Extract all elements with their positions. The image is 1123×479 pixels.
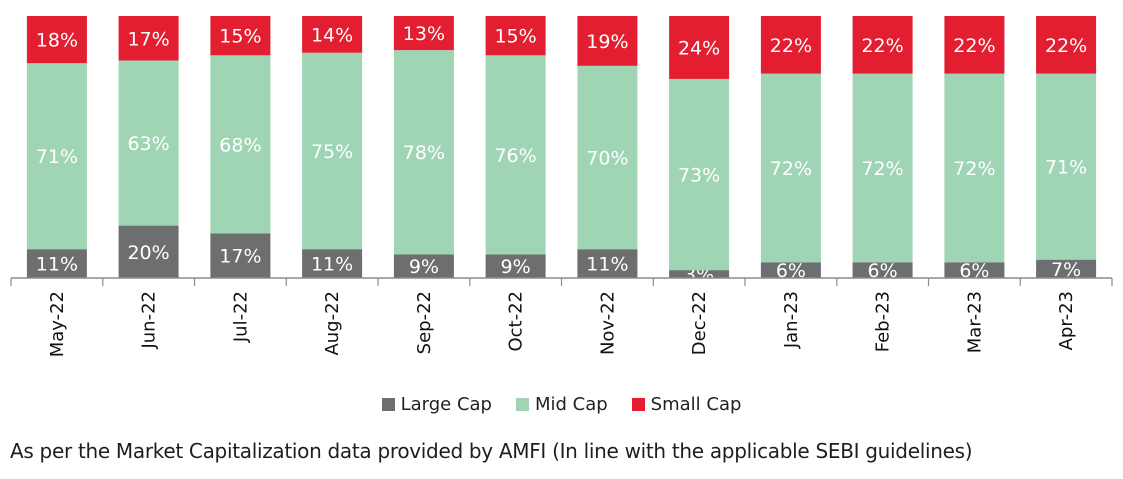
bar-segment-mid-cap <box>485 55 546 255</box>
bar-segment-mid-cap <box>118 60 179 226</box>
bar-segment-mid-cap <box>26 63 87 250</box>
data-label-small-cap: 18% <box>36 30 78 52</box>
legend-swatch-small-cap <box>631 398 645 411</box>
legend-label-mid-cap: Mid Cap <box>534 394 608 415</box>
bar-segment-mid-cap <box>669 78 730 271</box>
legend-item-large-cap: Large Cap <box>381 394 492 415</box>
data-label-small-cap: 22% <box>770 35 812 57</box>
data-label-small-cap: 13% <box>403 23 445 45</box>
x-tick-label: Sep-22 <box>414 291 435 354</box>
x-tick-label: May-22 <box>47 291 68 357</box>
bar-segment-large-cap <box>944 262 1005 278</box>
bar-segment-large-cap <box>852 262 913 278</box>
bar-segment-large-cap <box>302 249 363 278</box>
bar-segment-small-cap <box>669 16 730 79</box>
x-tick-label: Jun-22 <box>139 291 160 350</box>
data-label-mid-cap: 72% <box>861 158 903 180</box>
data-label-mid-cap: 73% <box>678 165 720 187</box>
x-tick-label: Jul-22 <box>230 291 251 343</box>
x-tick-label: Mar-23 <box>964 291 985 353</box>
data-label-mid-cap: 78% <box>403 142 445 164</box>
data-label-small-cap: 22% <box>861 35 903 57</box>
data-label-small-cap: 24% <box>678 37 720 59</box>
x-tick-label: Apr-23 <box>1056 291 1077 350</box>
bar-segment-mid-cap <box>393 50 454 255</box>
data-label-large-cap: 6% <box>868 260 898 282</box>
x-tick-label: Oct-22 <box>506 291 527 352</box>
legend-item-mid-cap: Mid Cap <box>515 394 608 415</box>
bar-segment-small-cap <box>485 16 546 56</box>
bar-segment-large-cap <box>26 249 87 278</box>
x-axis <box>10 277 1113 286</box>
data-label-small-cap: 14% <box>311 24 353 46</box>
legend-swatch-large-cap <box>381 398 395 411</box>
legend-swatch-mid-cap <box>515 398 529 411</box>
bar-segment-large-cap <box>393 254 454 278</box>
data-label-large-cap: 11% <box>36 254 78 276</box>
data-label-large-cap: 11% <box>586 254 628 276</box>
data-label-small-cap: 15% <box>494 26 536 48</box>
legend-item-small-cap: Small Cap <box>631 394 742 415</box>
x-tick-labels: May-22 Jun-22 Jul-22 Aug-22 Sep-22 Oct-22 Nov-… <box>47 291 1077 357</box>
bar-segment-small-cap <box>393 16 454 51</box>
stacked-bar-chart: 11% 71% 18% 20% 63% 17% 17% 68% 15% 11% 75% 14% 9% 78… <box>10 16 1113 357</box>
x-tick-label: Aug-22 <box>322 291 343 356</box>
bar-segment-large-cap <box>1036 259 1097 278</box>
bar-segment-small-cap <box>26 16 87 64</box>
bar-segment-large-cap <box>485 254 546 278</box>
data-label-small-cap: 22% <box>953 35 995 57</box>
data-label-mid-cap: 72% <box>953 158 995 180</box>
data-label-large-cap: 20% <box>127 242 169 264</box>
legend: Large Cap Mid Cap Small Cap <box>0 394 1123 415</box>
bar-segment-large-cap <box>577 249 638 278</box>
data-label-large-cap: 9% <box>409 256 439 278</box>
bar-segment-mid-cap <box>944 73 1005 263</box>
bar-segment-large-cap <box>210 233 271 278</box>
data-label-large-cap: 6% <box>776 260 806 282</box>
bar-segment-small-cap <box>852 16 913 74</box>
bar-segment-large-cap <box>760 262 821 278</box>
bar-segment-mid-cap <box>302 52 363 250</box>
x-tick-label: Feb-23 <box>873 291 894 352</box>
bar-segment-small-cap <box>577 16 638 66</box>
data-label-mid-cap: 71% <box>1045 157 1087 179</box>
legend-label-small-cap: Small Cap <box>650 394 742 415</box>
legend-label-large-cap: Large Cap <box>400 394 492 415</box>
data-label-large-cap: 9% <box>501 256 531 278</box>
data-label-mid-cap: 75% <box>311 141 353 163</box>
data-label-large-cap: 6% <box>959 260 989 282</box>
bar-segment-large-cap <box>669 270 730 278</box>
bar-segment-mid-cap <box>760 73 821 263</box>
data-label-mid-cap: 68% <box>219 134 261 156</box>
x-tick-label: Nov-22 <box>597 291 618 355</box>
data-label-small-cap: 15% <box>219 26 261 48</box>
bar-segment-small-cap <box>210 16 271 56</box>
bar-segment-small-cap <box>944 16 1005 74</box>
bar-segment-large-cap <box>118 225 179 278</box>
bars-layer: 11% 71% 18% 20% 63% 17% 17% 68% 15% 11% 75% 14% 9% 78… <box>26 16 1097 286</box>
data-label-mid-cap: 70% <box>586 148 628 170</box>
bar-segment-small-cap <box>760 16 821 74</box>
data-label-mid-cap: 71% <box>36 146 78 168</box>
data-label-large-cap: 11% <box>311 254 353 276</box>
footnote: As per the Market Capitalization data pr… <box>10 439 973 463</box>
bar-segment-small-cap <box>1036 16 1097 74</box>
data-label-large-cap: 7% <box>1051 259 1081 281</box>
data-label-mid-cap: 72% <box>770 158 812 180</box>
bar-segment-mid-cap <box>852 73 913 263</box>
data-label-small-cap: 22% <box>1045 35 1087 57</box>
bar-segment-mid-cap <box>577 65 638 250</box>
x-tick-label: Dec-22 <box>689 291 710 355</box>
bar-segment-mid-cap <box>210 55 271 234</box>
data-label-small-cap: 17% <box>127 28 169 50</box>
bar-segment-mid-cap <box>1036 73 1097 260</box>
bar-segment-small-cap <box>118 16 179 61</box>
data-label-mid-cap: 76% <box>494 145 536 167</box>
data-label-mid-cap: 63% <box>127 133 169 155</box>
data-label-large-cap: 17% <box>219 246 261 268</box>
x-tick-label: Jan-23 <box>781 291 802 349</box>
data-label-small-cap: 19% <box>586 31 628 53</box>
bar-segment-small-cap <box>302 16 363 53</box>
